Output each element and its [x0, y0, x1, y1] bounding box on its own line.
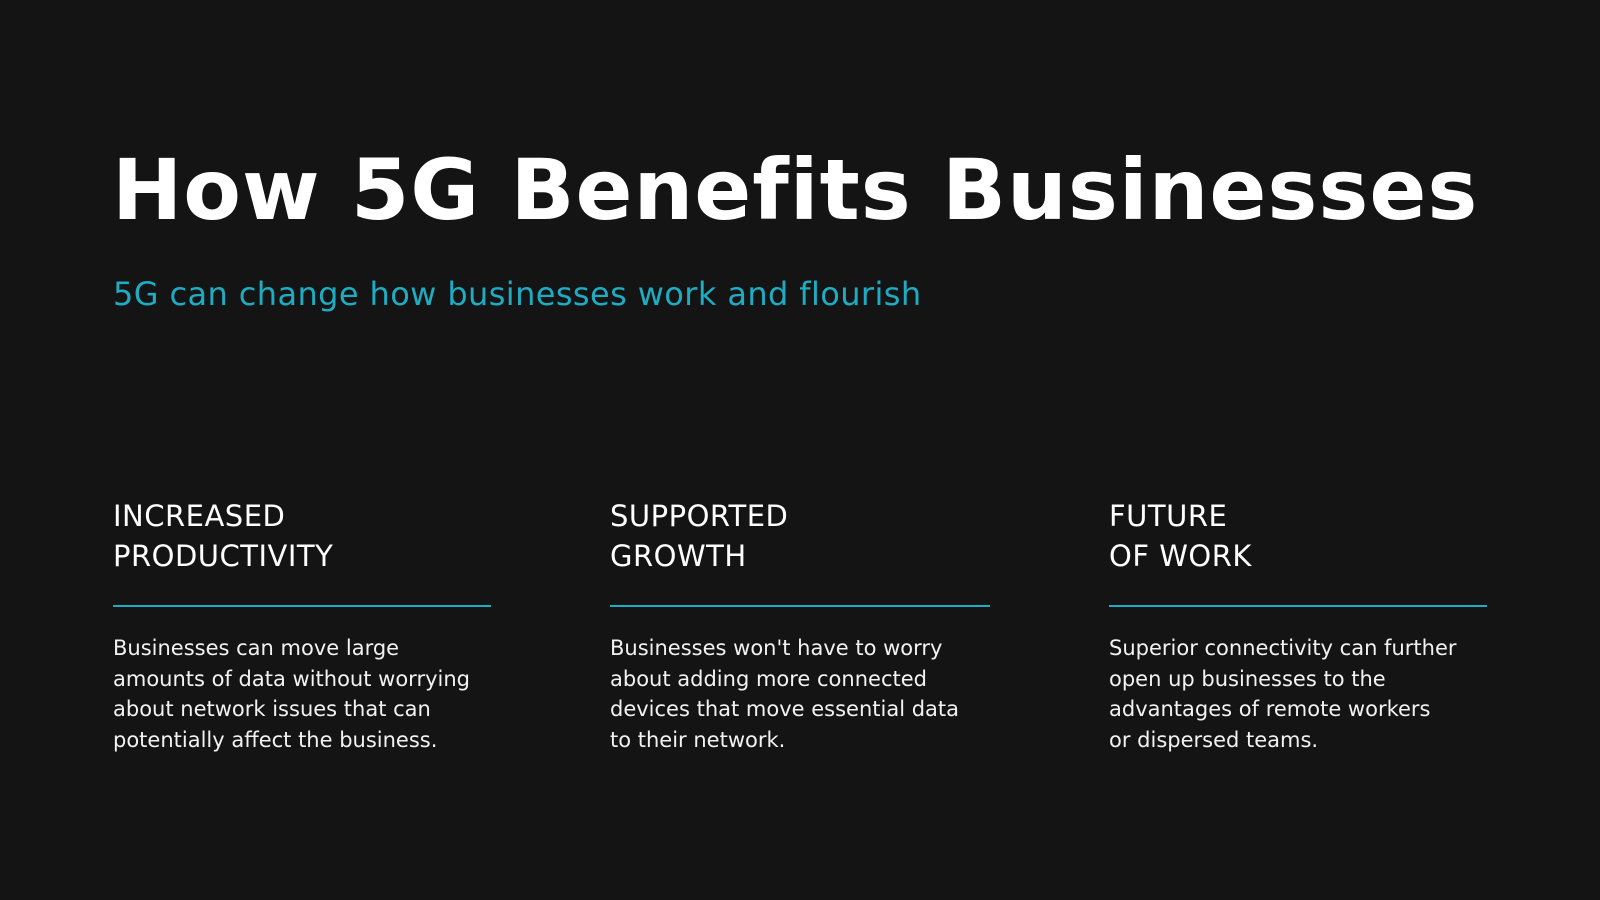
- benefit-heading-line: FUTURE: [1109, 499, 1228, 533]
- accent-divider: [1109, 605, 1487, 607]
- benefit-heading: SUPPORTED GROWTH: [610, 496, 990, 576]
- accent-divider: [610, 605, 990, 607]
- benefit-description: Superior connectivity can further open u…: [1109, 633, 1487, 755]
- benefit-description: Businesses can move large amounts of dat…: [113, 633, 491, 755]
- benefit-description-line: amounts of data without worrying: [113, 666, 470, 691]
- benefit-description-line: Superior connectivity can further: [1109, 636, 1457, 660]
- benefit-description-line: to their network.: [610, 727, 786, 752]
- benefit-description-line: advantages of remote workers: [1109, 697, 1431, 721]
- benefit-heading-line: SUPPORTED: [610, 499, 789, 533]
- benefit-heading-line: GROWTH: [610, 539, 747, 573]
- benefit-description-line: about adding more connected: [610, 666, 927, 691]
- benefit-heading: FUTURE OF WORK: [1109, 496, 1487, 576]
- benefit-description: Businesses won't have to worry about add…: [610, 633, 990, 755]
- benefit-column-growth: SUPPORTED GROWTH Businesses won't have t…: [610, 496, 990, 755]
- benefit-description-line: potentially affect the business.: [113, 727, 438, 752]
- benefit-description-line: Businesses can move large: [113, 636, 400, 660]
- benefit-heading: INCREASED PRODUCTIVITY: [113, 496, 491, 576]
- benefit-heading-line: INCREASED: [113, 499, 286, 533]
- benefit-column-future-of-work: FUTURE OF WORK Superior connectivity can…: [1109, 496, 1487, 755]
- accent-divider: [113, 605, 491, 607]
- benefit-column-productivity: INCREASED PRODUCTIVITY Businesses can mo…: [113, 496, 491, 755]
- benefit-description-line: Businesses won't have to worry: [610, 636, 943, 660]
- benefit-description-line: open up businesses to the: [1109, 666, 1386, 691]
- benefit-description-line: about network issues that can: [113, 697, 431, 721]
- benefit-heading-line: PRODUCTIVITY: [113, 539, 334, 573]
- benefit-description-line: or dispersed teams.: [1109, 727, 1319, 752]
- page-title: How 5G Benefits Businesses: [112, 141, 1479, 239]
- benefit-description-line: devices that move essential data: [610, 697, 960, 721]
- page-subtitle: 5G can change how businesses work and fl…: [113, 275, 922, 313]
- benefit-heading-line: OF WORK: [1109, 539, 1252, 573]
